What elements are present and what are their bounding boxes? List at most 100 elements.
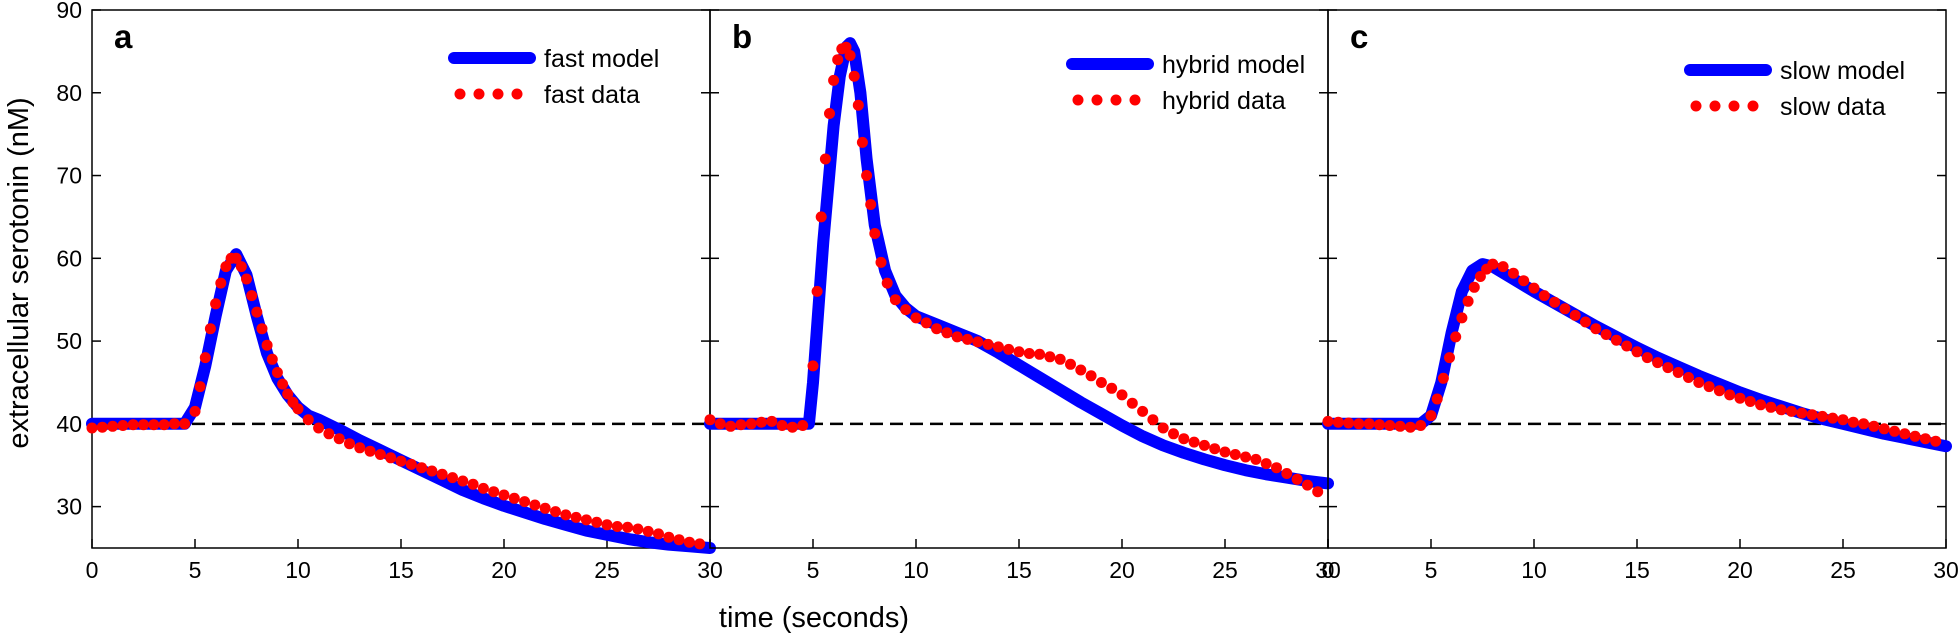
data-point xyxy=(138,419,149,431)
data-point xyxy=(323,428,335,440)
chart-panel-b: 5 10 15 20 25 30 b hybrid model hybrid data xyxy=(704,9,1341,583)
data-point xyxy=(852,99,864,111)
data-point xyxy=(869,228,881,239)
data-point xyxy=(266,353,278,365)
data-point xyxy=(1431,393,1443,405)
x-tick-label: 25 xyxy=(594,557,620,583)
data-point xyxy=(1662,362,1674,374)
data-point xyxy=(815,211,827,223)
x-tick-label: 20 xyxy=(1727,557,1753,583)
data-point xyxy=(1240,451,1252,463)
data-point xyxy=(1343,417,1355,429)
data-point xyxy=(1023,348,1035,359)
panel-label: c xyxy=(1350,18,1368,55)
data-point xyxy=(354,442,366,454)
data-point xyxy=(900,304,912,316)
data-point xyxy=(580,514,592,526)
x-tick-label: 30 xyxy=(1315,557,1341,583)
x-tick-label: 20 xyxy=(491,557,517,583)
data-point xyxy=(256,323,268,335)
data-point xyxy=(158,419,170,431)
legend-item: hybrid data xyxy=(1072,87,1286,115)
data-point xyxy=(1374,419,1385,431)
panel-label: b xyxy=(732,18,752,55)
x-tick-label: 5 xyxy=(807,557,820,583)
data-point xyxy=(1672,367,1684,378)
legend-dot-swatch xyxy=(473,88,485,100)
data-point xyxy=(1126,397,1138,409)
data-point xyxy=(117,420,129,431)
data-point xyxy=(1281,468,1293,479)
data-point xyxy=(1106,382,1118,394)
data-point xyxy=(632,523,644,535)
data-point xyxy=(756,416,767,428)
data-point xyxy=(1065,358,1076,370)
data-point xyxy=(1034,348,1046,360)
data-point xyxy=(1137,405,1149,417)
data-point xyxy=(1116,389,1128,401)
data-point xyxy=(663,531,675,543)
data-point xyxy=(1899,428,1911,440)
legend-dot-swatch xyxy=(492,88,504,100)
data-point xyxy=(148,419,160,431)
x-tick-label: 10 xyxy=(285,557,311,583)
data-point xyxy=(1806,409,1818,421)
x-tick-label: 30 xyxy=(1933,557,1959,583)
data-point xyxy=(776,420,788,431)
x-tick-label: 10 xyxy=(1521,557,1547,583)
data-point xyxy=(333,433,345,445)
legend-label: hybrid data xyxy=(1162,87,1286,115)
data-point xyxy=(1229,449,1241,460)
data-point xyxy=(861,170,873,181)
data-point xyxy=(539,502,551,514)
y-tick-label: 60 xyxy=(56,245,82,271)
x-tick-label: 10 xyxy=(903,557,929,583)
data-point xyxy=(844,50,856,61)
data-point xyxy=(204,323,216,335)
data-point xyxy=(1075,364,1087,376)
data-point xyxy=(673,534,685,546)
data-point xyxy=(591,516,603,528)
data-point xyxy=(508,492,520,504)
legend-item: fast data xyxy=(454,81,640,109)
data-point xyxy=(824,108,835,119)
data-point xyxy=(1013,346,1025,358)
data-point xyxy=(1168,428,1179,440)
chart-panel-c: 0 5 10 15 20 25 30 c slow model slow data xyxy=(1322,9,1959,583)
data-point xyxy=(1425,410,1437,422)
data-point xyxy=(1580,316,1591,328)
data-point xyxy=(1930,435,1942,447)
data-point xyxy=(215,277,227,289)
data-point xyxy=(1250,453,1262,465)
data-point xyxy=(856,136,868,148)
data-point xyxy=(457,475,469,487)
legend-label: slow data xyxy=(1780,93,1886,121)
y-tick-label: 50 xyxy=(56,328,82,354)
data-point xyxy=(261,339,273,351)
data-point xyxy=(1621,340,1633,352)
data-point xyxy=(1847,416,1859,428)
data-point xyxy=(1507,267,1519,279)
legend-dot-swatch xyxy=(1129,94,1141,106)
data-point xyxy=(725,420,737,432)
legend-label: slow model xyxy=(1780,57,1905,85)
data-point xyxy=(1301,479,1313,491)
data-point xyxy=(1631,346,1643,358)
data-point xyxy=(1528,282,1540,294)
data-point xyxy=(1271,462,1282,474)
data-point xyxy=(1219,446,1231,458)
data-point xyxy=(786,421,798,433)
legend-label: fast model xyxy=(544,45,659,73)
data-point xyxy=(1713,385,1725,397)
data-point xyxy=(1889,425,1900,437)
data-point xyxy=(1683,372,1694,383)
data-point xyxy=(1765,401,1777,413)
data-point xyxy=(344,438,355,450)
data-point xyxy=(199,352,211,364)
legend-dot-swatch xyxy=(1072,94,1084,106)
series-points-hybrid-data xyxy=(704,41,1324,498)
x-tick-label: 25 xyxy=(1212,557,1238,583)
data-point xyxy=(1775,404,1787,416)
data-point xyxy=(881,277,893,289)
